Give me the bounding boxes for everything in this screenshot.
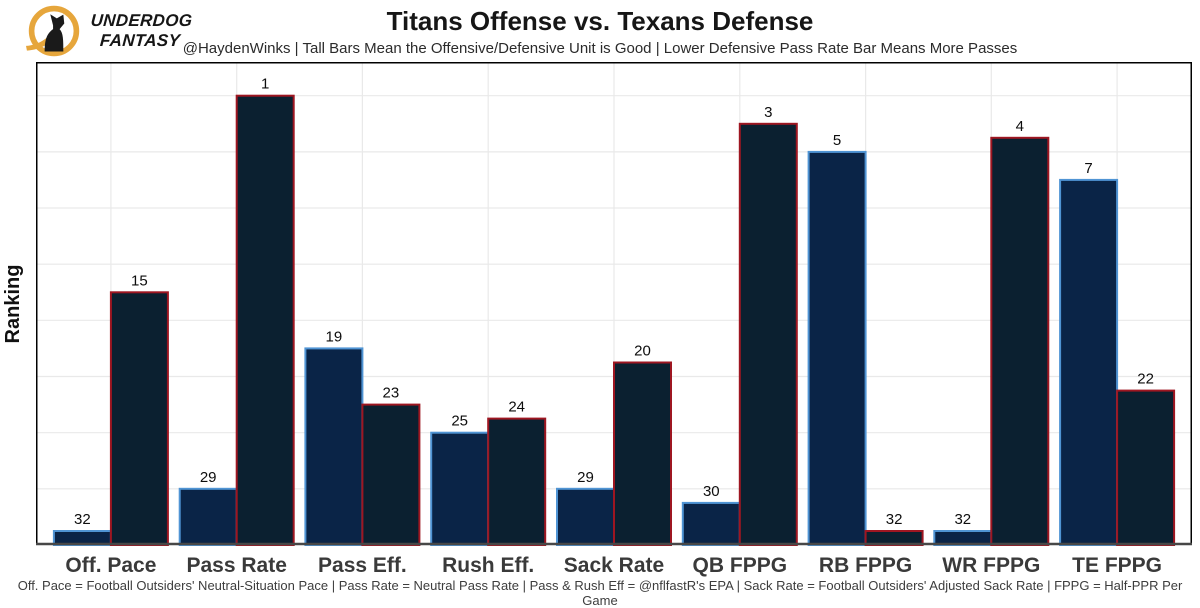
bar-value-label: 3 (764, 104, 772, 121)
bar-texans-defense (990, 136, 1050, 547)
bar-titans-offense (681, 501, 741, 546)
bar-value-label: 7 (1084, 160, 1092, 177)
bar-value-label: 23 (383, 385, 400, 402)
bar-value-label: 22 (1137, 371, 1154, 388)
bar-texans-defense (1116, 389, 1176, 546)
bar-value-label: 19 (326, 328, 343, 345)
bar-value-label: 30 (703, 483, 720, 500)
x-axis-label: Off. Pace (65, 554, 156, 577)
bar-titans-offense (178, 487, 238, 546)
x-axis-label: Pass Eff. (318, 554, 407, 577)
x-axis-label: Sack Rate (564, 554, 664, 577)
bar-value-label: 32 (74, 511, 91, 528)
bar-value-label: 5 (833, 132, 841, 149)
bar-titans-offense (807, 150, 867, 547)
page-title: Titans Offense vs. Texans Defense (386, 6, 814, 36)
bar-chart-plot: 32 15 29 1 19 23 25 24 29 20 30 3 5 32 32 4 7 22 Off. Pace… (36, 62, 1192, 577)
bar-value-label: 15 (131, 272, 148, 289)
bar-value-label: 4 (1016, 118, 1024, 135)
dog-silhouette (44, 14, 65, 52)
bar-value-label: 24 (508, 399, 525, 416)
underdog-dog-icon (26, 5, 80, 57)
x-axis-label: Rush Eff. (442, 554, 534, 577)
x-axis-label: QB FPPG (693, 554, 788, 577)
bar-texans-defense (487, 417, 547, 547)
x-axis-label: Pass Rate (186, 554, 286, 577)
bar-titans-offense (304, 347, 364, 546)
bar-value-label: 32 (954, 511, 971, 528)
bar-value-label: 25 (451, 413, 468, 430)
bar-titans-offense (430, 431, 490, 547)
bar-value-label: 29 (577, 469, 594, 486)
bar-texans-defense (361, 403, 421, 546)
footer-note: Off. Pace = Football Outsiders' Neutral-… (17, 578, 1183, 608)
underdog-fantasy-logo: UNDERDOG FANTASY (26, 3, 193, 59)
x-axis-label: RB FPPG (819, 554, 912, 577)
bar-titans-offense (556, 487, 615, 546)
bar-titans-offense (1059, 178, 1119, 547)
bar-texans-defense (738, 122, 798, 547)
bar-texans-defense (109, 291, 169, 546)
bar-value-label: 32 (886, 511, 903, 528)
bar-value-label: 1 (261, 76, 269, 93)
chart-subtitle: @HaydenWinks | Tall Bars Mean the Offens… (182, 40, 1018, 57)
bar-texans-defense (235, 94, 295, 546)
x-axis-label: WR FPPG (942, 554, 1040, 577)
y-axis-label: Ranking (2, 264, 24, 344)
bar-value-label: 20 (634, 343, 651, 360)
bar-texans-defense (613, 361, 672, 546)
x-axis-label: TE FPPG (1072, 554, 1162, 577)
bar-value-label: 29 (200, 469, 217, 486)
